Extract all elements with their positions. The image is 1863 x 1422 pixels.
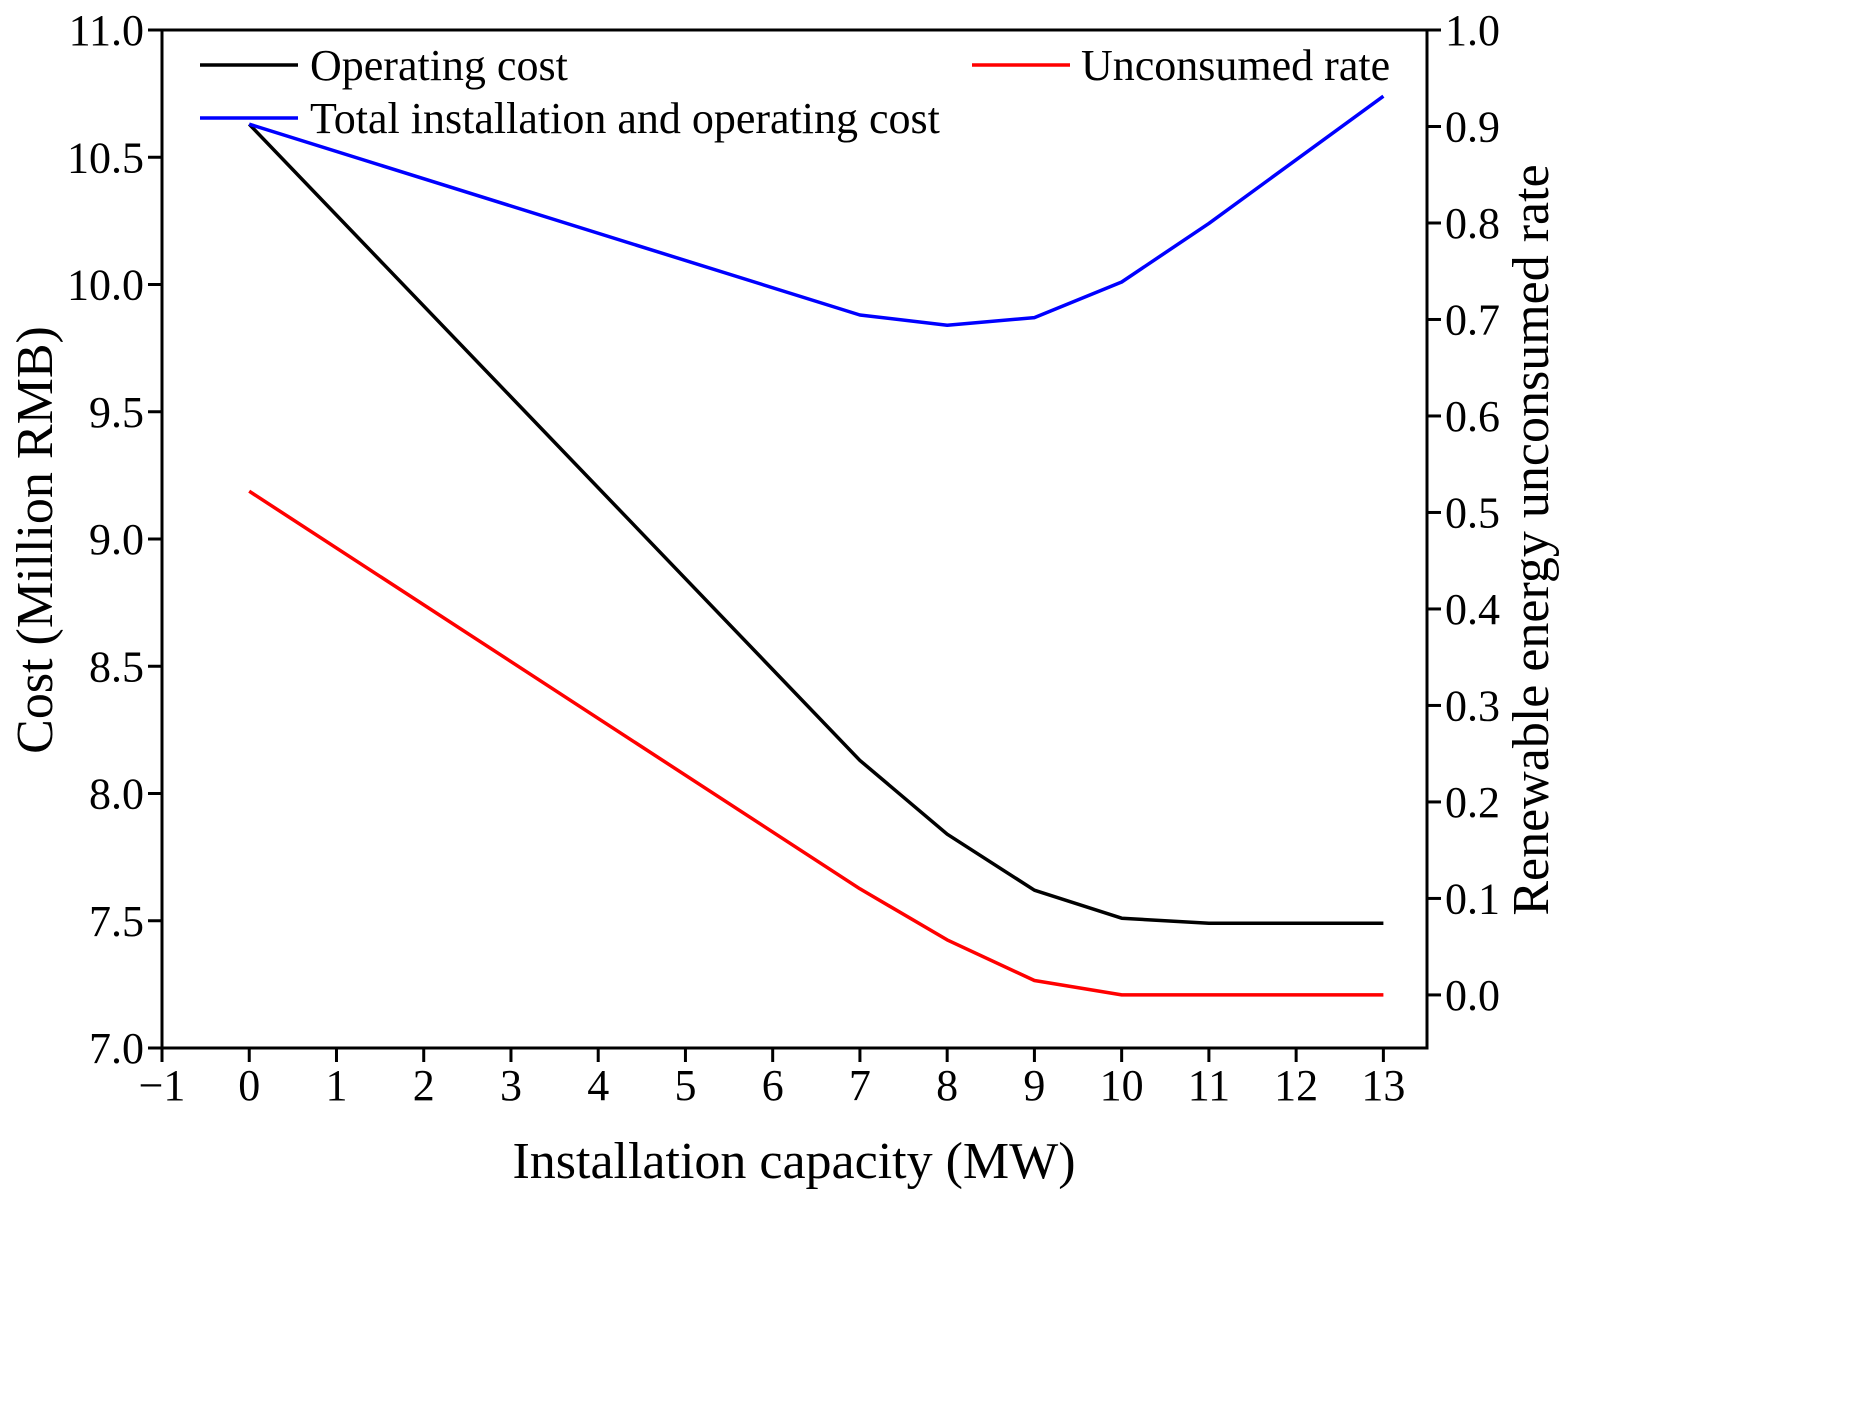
y-right-axis-ticks: 0.0 0.1 0.2 0.3 0.4 0.5 0.6 0.7 0.8 0.9 1.0 (1427, 6, 1500, 1020)
y-right-tick-label: 0.8 (1445, 199, 1500, 248)
y-left-tick-label: 7.5 (89, 897, 144, 946)
y-right-tick-label: 0.3 (1445, 681, 1500, 730)
y-left-axis-ticks: 7.0 7.5 8.0 8.5 9.0 9.5 10.0 10.5 11.0 (67, 6, 162, 1073)
x-tick-label: 10 (1100, 1061, 1144, 1110)
y-right-tick-label: 0.0 (1445, 971, 1500, 1020)
series-line-unconsumed-rate (248, 489, 1384, 997)
y-right-tick-label: 0.1 (1445, 874, 1500, 923)
y-left-tick-label: 8.0 (89, 770, 144, 819)
x-tick-label: 13 (1361, 1061, 1405, 1110)
y-right-tick-label: 0.2 (1445, 778, 1500, 827)
x-tick-label: 4 (587, 1061, 609, 1110)
x-tick-label: 7 (849, 1061, 871, 1110)
series-line-operating-cost (247, 122, 1384, 926)
x-tick-label: 0 (238, 1061, 260, 1110)
x-tick-label: 2 (413, 1061, 435, 1110)
y-right-axis-title: Renewable energy unconsumed rate (1503, 164, 1560, 915)
y-right-tick-label: 0.4 (1445, 585, 1500, 634)
x-tick-label: 3 (500, 1061, 522, 1110)
y-right-tick-label: 1.0 (1445, 6, 1500, 55)
y-left-tick-label: 11.0 (69, 6, 144, 55)
y-left-tick-label: 10.0 (67, 261, 144, 310)
plot-frame (160, 28, 1429, 1050)
x-tick-label: 9 (1023, 1061, 1045, 1110)
y-left-tick-label: 9.0 (89, 515, 144, 564)
x-axis-title: Installation capacity (MW) (512, 1133, 1075, 1190)
x-tick-label: 12 (1274, 1061, 1318, 1110)
y-left-axis-title: Cost (Million RMB) (7, 326, 64, 754)
y-left-tick-label: 10.5 (67, 133, 144, 182)
y-left-tick-label: 8.5 (89, 642, 144, 691)
y-right-tick-label: 0.7 (1445, 295, 1500, 344)
x-axis-ticks: −1 0 1 2 3 4 5 6 7 8 9 10 11 12 13 (139, 1048, 1405, 1110)
x-tick-label: −1 (139, 1061, 186, 1110)
x-tick-label: 6 (762, 1061, 784, 1110)
y-left-tick-label: 9.5 (89, 388, 144, 437)
legend-label: Operating cost (310, 41, 568, 90)
series-line-total-installation-and-operating-cost (248, 94, 1385, 327)
x-tick-label: 5 (674, 1061, 696, 1110)
y-right-tick-label: 0.6 (1445, 392, 1500, 441)
y-right-tick-label: 0.5 (1445, 488, 1500, 537)
y-left-tick-label: 7.0 (89, 1024, 144, 1073)
legend-label: Total installation and operating cost (310, 94, 940, 143)
legend-label: Unconsumed rate (1081, 41, 1390, 90)
x-tick-label: 8 (936, 1061, 958, 1110)
x-tick-label: 11 (1188, 1061, 1230, 1110)
series-lines (247, 94, 1385, 997)
x-tick-label: 1 (325, 1061, 347, 1110)
y-right-tick-label: 0.9 (1445, 102, 1500, 151)
